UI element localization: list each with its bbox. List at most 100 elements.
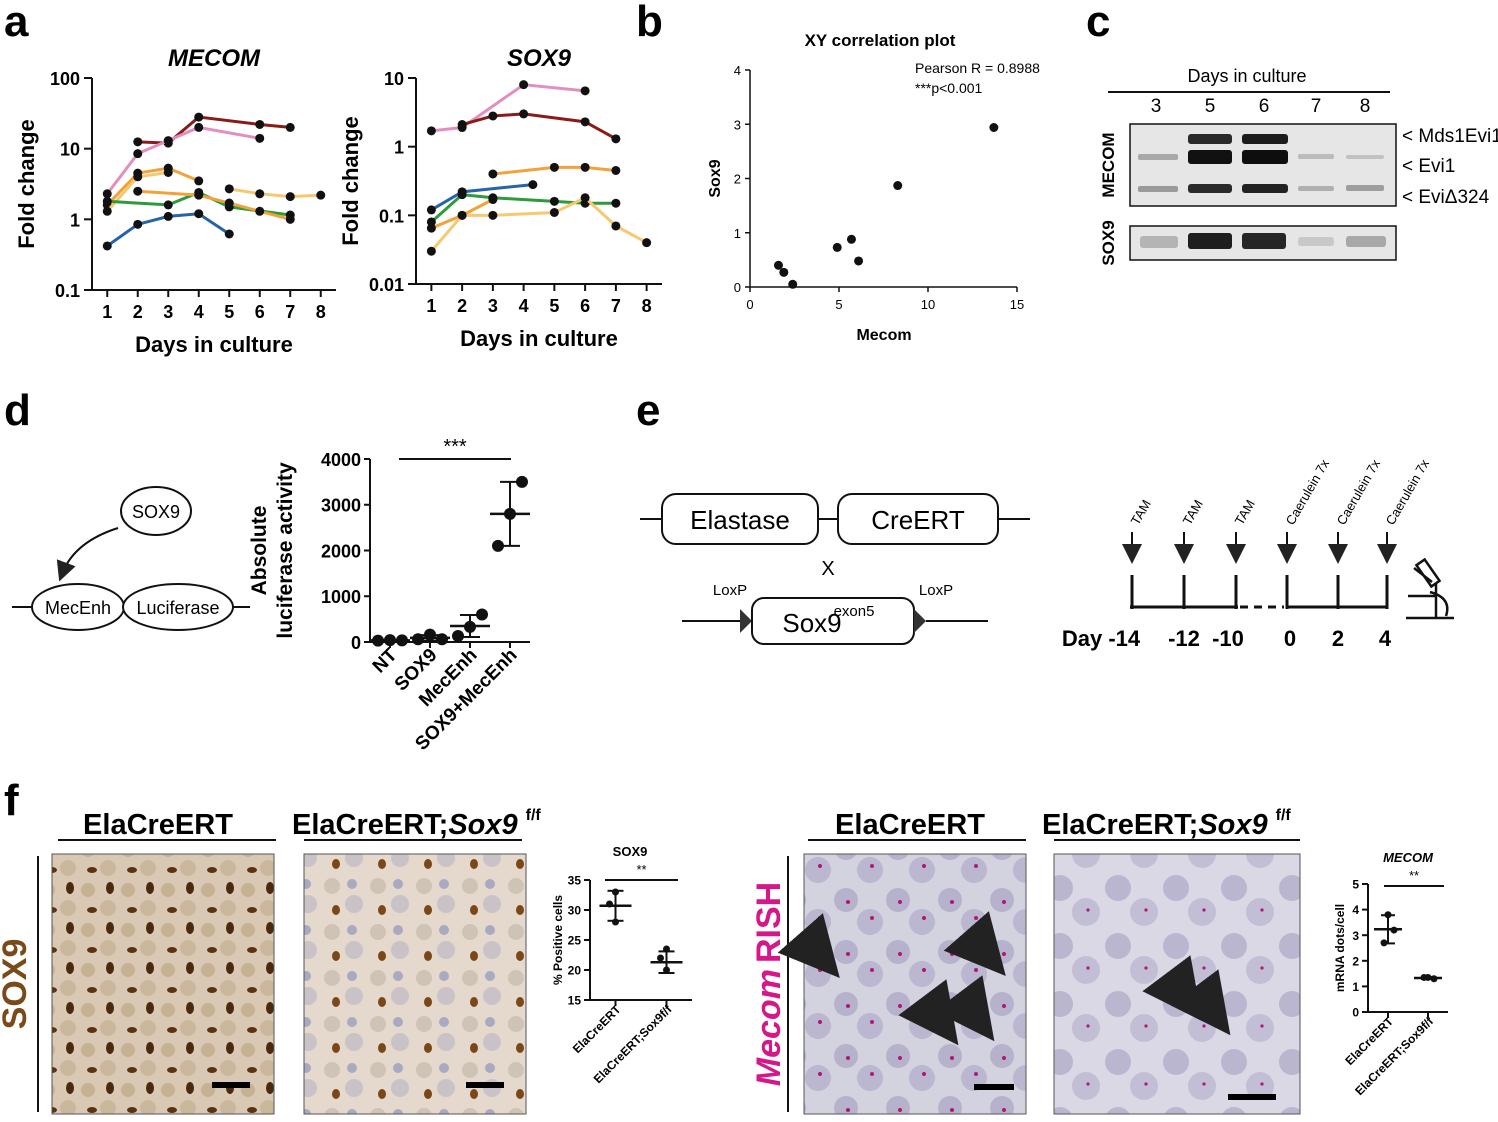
data-point xyxy=(549,162,559,172)
data-point xyxy=(611,198,621,208)
data-point xyxy=(1380,939,1388,947)
y-tick-label: 30 xyxy=(568,904,582,918)
chart-title: SOX9 xyxy=(507,45,572,72)
chart-title: XY correlation plot xyxy=(805,31,956,50)
data-point xyxy=(102,196,112,206)
x-tick-label: 3 xyxy=(488,296,498,316)
data-point xyxy=(606,900,613,908)
data-point xyxy=(163,200,173,210)
sox9-node xyxy=(120,486,192,536)
data-point xyxy=(102,206,112,216)
data-point xyxy=(396,634,408,647)
data-point xyxy=(426,126,436,136)
rish-image-control xyxy=(803,853,1027,1115)
y-axis-title-line2: luciferase activity xyxy=(274,462,297,639)
data-point xyxy=(457,120,467,130)
x-tick-label: 5 xyxy=(224,302,234,322)
data-point xyxy=(133,219,143,229)
data-point xyxy=(488,195,498,205)
ihc-image-control xyxy=(51,853,275,1115)
y-axis-title: Sox9 xyxy=(707,159,724,197)
data-point xyxy=(663,966,670,974)
data-point xyxy=(316,190,326,200)
x-tick-label: 6 xyxy=(255,302,265,322)
y-tick-label: 1 xyxy=(70,210,80,230)
data-point xyxy=(424,628,436,641)
creert-box xyxy=(837,493,999,545)
elastase-box xyxy=(661,493,819,545)
chart-title: SOX9 xyxy=(613,844,648,859)
data-point xyxy=(426,246,436,256)
blot-lane-7: 7 xyxy=(1311,96,1322,117)
y-axis-title: Fold change xyxy=(14,119,39,249)
blot-header: Days in culture xyxy=(1187,66,1306,86)
data-point xyxy=(516,475,528,488)
significance-label: ** xyxy=(1409,868,1419,883)
x-tick-label: 1 xyxy=(102,302,112,322)
y-tick-label: 15 xyxy=(568,994,582,1008)
data-point xyxy=(102,241,112,251)
timeline-event-1: TAM xyxy=(1128,497,1154,527)
x-tick-label: 10 xyxy=(921,297,935,312)
f-left-group2-title: ElaCreERT;Sox9 f/f xyxy=(292,807,541,841)
luciferase-node xyxy=(122,583,234,631)
x-tick-label: 8 xyxy=(316,302,326,322)
data-point xyxy=(989,123,999,133)
timeline-day-6: 4 xyxy=(1379,626,1392,651)
data-point xyxy=(133,186,143,196)
y-tick-label: 0.01 xyxy=(369,275,404,295)
annotation-pearson: Pearson R = 0.8988 xyxy=(915,60,1040,76)
data-point xyxy=(488,210,498,220)
data-point xyxy=(426,217,436,227)
f-right-group2-gene: Sox9 xyxy=(1198,809,1267,841)
significance-label: *** xyxy=(443,436,467,458)
cross-symbol: X xyxy=(821,558,834,580)
f-left-group2-sup: f/f xyxy=(526,807,542,824)
data-point xyxy=(412,633,424,646)
panel-label-f: f xyxy=(4,776,19,825)
timeline-day-2: -12 xyxy=(1168,626,1200,651)
x-tick-label: 4 xyxy=(194,302,204,322)
blot-lane-3: 3 xyxy=(1151,96,1162,117)
timeline-day-3: -10 xyxy=(1212,626,1244,651)
data-point xyxy=(611,165,621,175)
data-point xyxy=(452,630,464,643)
rish-image-knockout xyxy=(1053,853,1301,1115)
data-point xyxy=(580,117,590,127)
binding-arrow xyxy=(56,527,119,582)
data-point xyxy=(194,112,204,122)
category-label: NT xyxy=(369,644,402,677)
data-point xyxy=(457,190,467,200)
data-point xyxy=(133,137,143,147)
loxp-left-triangle xyxy=(740,609,752,633)
western-blot: Days in culture 3 5 6 7 8 MECOM SOX9 < M… xyxy=(1099,66,1498,266)
y-tick-label: 0 xyxy=(351,633,361,653)
f-right-group2-prefix: ElaCreERT; xyxy=(1042,809,1198,841)
data-point xyxy=(194,122,204,132)
luciferase-label: Luciferase xyxy=(136,598,219,618)
creert-label: CreERT xyxy=(871,505,965,535)
y-tick-label: 0.1 xyxy=(379,206,404,226)
data-point xyxy=(893,181,903,191)
f-right-stain-method: RISH xyxy=(750,882,788,963)
band-label-evi324: < EviΔ324 xyxy=(1402,187,1490,208)
data-point xyxy=(642,238,652,248)
x-tick-label: 3 xyxy=(163,302,173,322)
y-tick-label: 2 xyxy=(1352,954,1359,968)
data-point xyxy=(549,207,559,217)
f-left-group2-gene: Sox9 xyxy=(448,809,517,841)
y-tick-label: 10 xyxy=(60,140,80,160)
data-point xyxy=(492,539,504,552)
data-point xyxy=(488,111,498,121)
construct-d: SOX9 MecEnh Luciferase xyxy=(12,486,250,631)
data-point xyxy=(224,184,234,194)
y-tick-label: 0 xyxy=(1352,1006,1359,1020)
f-right-stain-label: Mecom RISH xyxy=(750,882,788,1086)
series-line xyxy=(461,112,617,141)
data-point xyxy=(224,198,234,208)
data-point xyxy=(163,211,173,221)
timeline-event-5: Caerulein 7x xyxy=(1334,456,1384,527)
series-line xyxy=(229,187,321,199)
x-tick-label: 7 xyxy=(285,302,295,322)
